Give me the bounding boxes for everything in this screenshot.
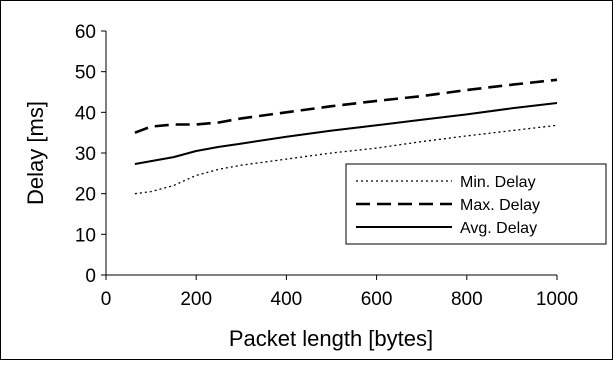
legend: Min. Delay Max. Delay Avg. Delay <box>345 163 607 245</box>
y-axis-title: Delay [ms] <box>23 101 48 205</box>
x-axis-title: Packet length [bytes] <box>229 326 433 351</box>
series-line-min-delay <box>134 124 558 195</box>
legend-label-max-delay: Max. Delay <box>460 197 540 214</box>
legend-label-avg-delay: Avg. Delay <box>460 220 537 237</box>
x-ticks: 0 200 400 600 800 1000 <box>101 275 578 310</box>
x-tick-label: 200 <box>180 289 212 310</box>
y-tick-label: 40 <box>75 103 96 124</box>
x-tick-label: 0 <box>101 289 112 310</box>
legend-label-min-delay: Min. Delay <box>460 174 536 191</box>
y-tick-label: 50 <box>75 63 96 84</box>
x-tick-label: 1000 <box>536 289 578 310</box>
y-tick-label: 20 <box>75 185 96 206</box>
series-line-avg-delay <box>134 102 558 165</box>
y-ticks: 0 10 20 30 40 50 60 <box>75 22 106 287</box>
x-tick-label: 800 <box>451 289 483 310</box>
y-tick-label: 30 <box>75 144 96 165</box>
series-layer <box>134 78 558 195</box>
y-tick-label: 0 <box>85 266 96 287</box>
x-tick-label: 600 <box>361 289 393 310</box>
series-line-max-delay <box>134 78 558 134</box>
y-tick-label: 60 <box>75 22 96 43</box>
y-tick-label: 10 <box>75 225 96 246</box>
x-tick-label: 400 <box>271 289 303 310</box>
